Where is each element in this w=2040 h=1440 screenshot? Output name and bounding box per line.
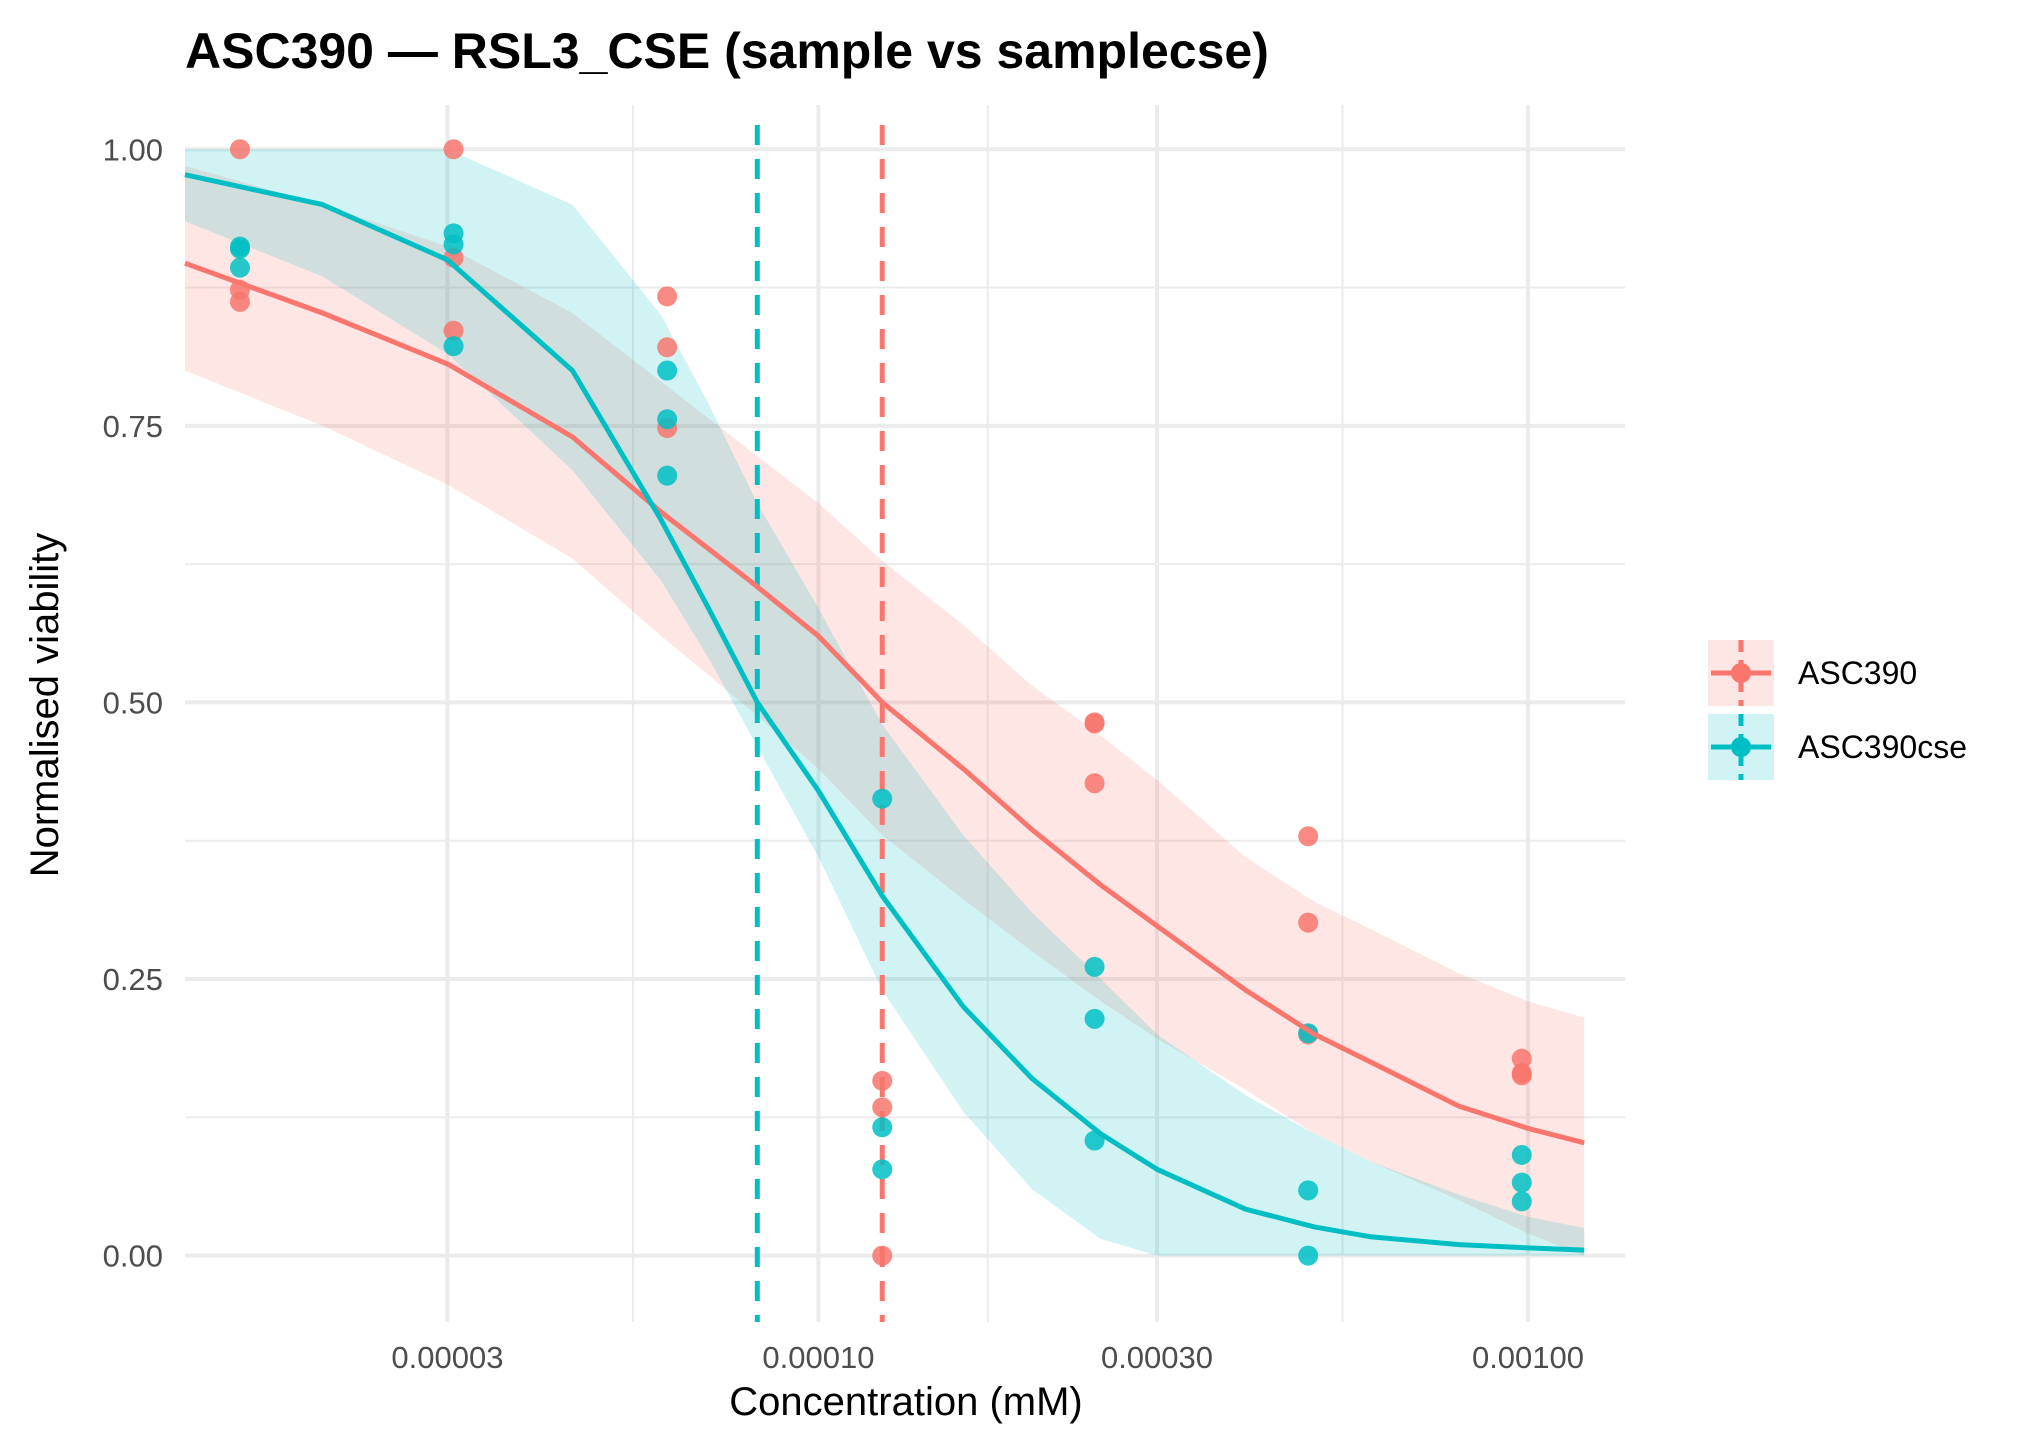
point-series-1 — [657, 409, 678, 430]
legend-label-series-0: ASC390 — [1798, 655, 1917, 691]
x-tick-label: 0.00030 — [1101, 1340, 1213, 1375]
legend-label-series-1: ASC390cse — [1798, 729, 1967, 765]
y-tick-label: 0.00 — [103, 1239, 163, 1274]
gridlines — [185, 105, 1625, 1322]
y-tick-label: 1.00 — [103, 132, 163, 167]
point-series-0 — [1298, 826, 1319, 847]
point-series-1 — [1511, 1172, 1532, 1193]
point-series-0 — [443, 139, 464, 160]
point-series-1 — [1511, 1191, 1532, 1212]
chart-title: ASC390 — RSL3_CSE (sample vs samplecse) — [185, 23, 1269, 79]
point-series-1 — [443, 234, 464, 255]
point-series-0 — [229, 291, 250, 312]
point-series-1 — [872, 1159, 893, 1180]
fit-curve-series-1 — [184, 172, 1585, 1253]
point-series-0 — [1511, 1065, 1532, 1086]
point-series-1 — [657, 465, 678, 486]
y-tick-label: 0.75 — [103, 409, 163, 444]
point-series-0 — [657, 337, 678, 358]
legend-key-point-series-1 — [1731, 737, 1751, 757]
x-axis-ticks: 0.00003 0.00010 0.00030 0.00100 — [391, 1340, 1584, 1375]
point-series-0 — [443, 320, 464, 341]
point-series-1 — [443, 336, 464, 357]
point-series-1 — [1084, 1008, 1105, 1029]
fit-curves — [184, 172, 1585, 1253]
point-series-1 — [1511, 1144, 1532, 1165]
point-series-1 — [229, 238, 250, 259]
legend: ASC390 ASC390cse — [1708, 640, 1967, 780]
data-points — [229, 139, 1532, 1266]
point-series-1 — [1298, 1245, 1319, 1266]
point-series-1 — [1298, 1180, 1319, 1201]
point-series-1 — [657, 360, 678, 381]
point-series-0 — [872, 1245, 893, 1266]
point-series-0 — [657, 286, 678, 307]
point-series-1 — [872, 1117, 893, 1138]
y-axis-ticks: 0.00 0.25 0.50 0.75 1.00 — [103, 132, 163, 1273]
point-series-0 — [1298, 912, 1319, 933]
point-series-1 — [1084, 956, 1105, 977]
point-series-0 — [229, 139, 250, 160]
ribbon-series-1 — [185, 149, 1585, 1256]
y-tick-label: 0.25 — [103, 962, 163, 997]
point-series-1 — [229, 257, 250, 278]
point-series-0 — [1084, 773, 1105, 794]
point-series-0 — [872, 1070, 893, 1091]
fit-curve-series-0 — [184, 260, 1585, 1146]
x-tick-label: 0.00100 — [1472, 1340, 1584, 1375]
y-tick-label: 0.50 — [103, 685, 163, 720]
point-series-0 — [1084, 713, 1105, 734]
point-series-0 — [872, 1097, 893, 1118]
x-tick-label: 0.00010 — [762, 1340, 874, 1375]
point-series-1 — [872, 788, 893, 809]
legend-key-point-series-0 — [1731, 663, 1751, 683]
x-axis-label: Concentration (mM) — [729, 1380, 1082, 1424]
x-tick-label: 0.00003 — [391, 1340, 503, 1375]
point-series-0 — [1511, 1048, 1532, 1069]
y-axis-label: Normalised viability — [23, 533, 67, 878]
